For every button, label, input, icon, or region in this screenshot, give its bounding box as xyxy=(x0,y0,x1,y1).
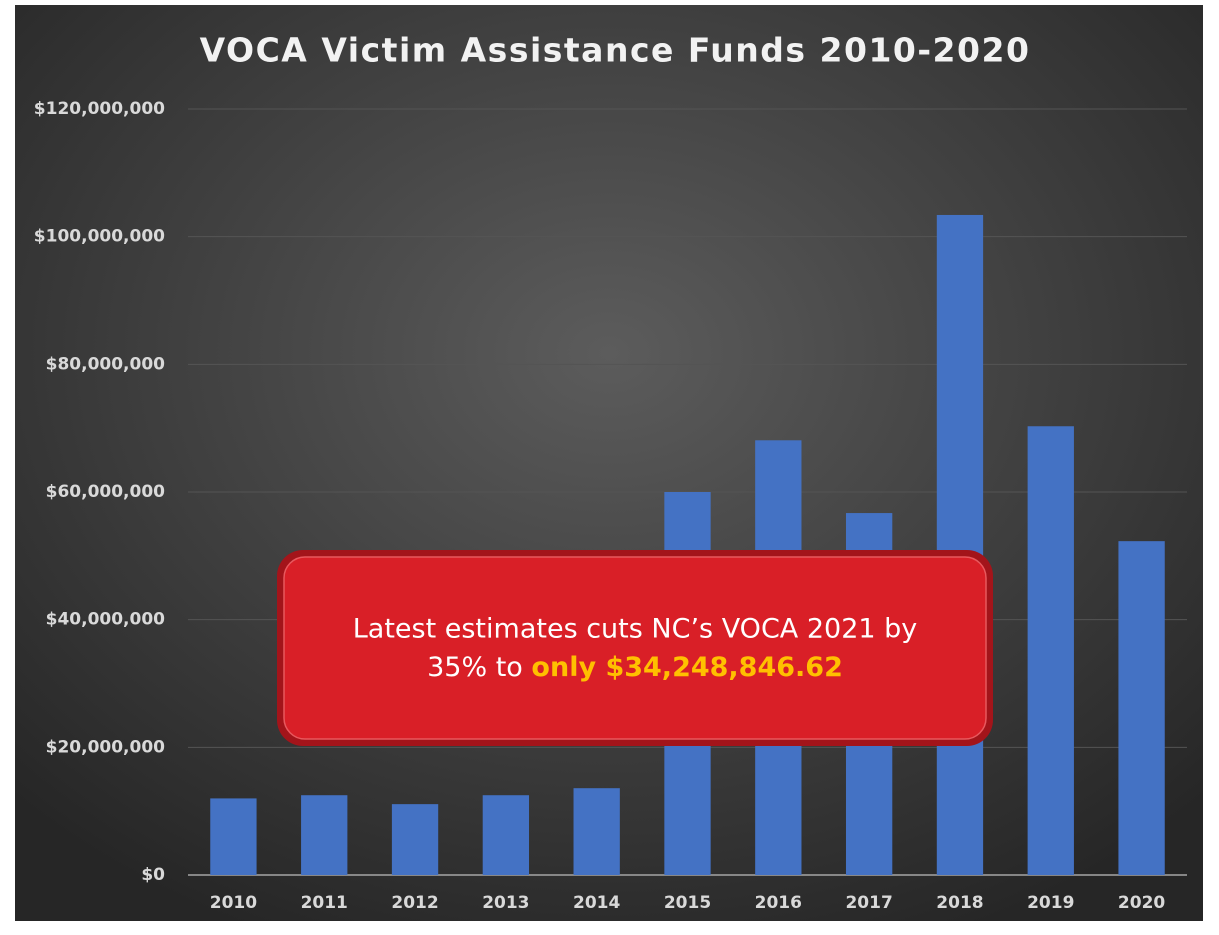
callout-text: 35% to xyxy=(427,652,531,683)
x-tick-label: 2013 xyxy=(482,893,529,913)
bar xyxy=(301,795,348,875)
chart-title: VOCA Victim Assistance Funds 2010-2020 xyxy=(200,31,1031,70)
callout: Latest estimates cuts NC’s VOCA 2021 by … xyxy=(277,550,993,746)
y-tick-label: $80,000,000 xyxy=(46,354,166,374)
bar xyxy=(936,214,984,876)
x-tick-label: 2018 xyxy=(936,893,983,913)
callout-text: 35% to only $34,248,846.62 xyxy=(427,652,843,683)
x-tick-label: 2012 xyxy=(391,893,438,913)
x-tick-label: 2017 xyxy=(845,893,892,913)
x-tick-label: 2011 xyxy=(301,893,348,913)
bar xyxy=(1118,541,1165,875)
bar xyxy=(391,804,439,875)
x-tick-label: 2010 xyxy=(210,893,257,913)
bar xyxy=(482,795,530,875)
bar xyxy=(573,788,620,875)
y-tick-label: $40,000,000 xyxy=(46,610,166,630)
x-tick-label: 2019 xyxy=(1027,893,1074,913)
x-tick-label: 2014 xyxy=(573,893,620,913)
y-tick-label: $0 xyxy=(141,865,165,885)
y-tick-label: $60,000,000 xyxy=(46,482,166,502)
x-tick-label: 2015 xyxy=(664,893,711,913)
x-tick-label: 2020 xyxy=(1118,893,1165,913)
y-tick-label: $20,000,000 xyxy=(46,737,166,757)
x-tick-label: 2016 xyxy=(755,893,802,913)
bar xyxy=(210,798,257,875)
y-tick-label: $120,000,000 xyxy=(34,99,165,119)
callout-text: Latest estimates cuts NC’s VOCA 2021 by xyxy=(353,614,918,645)
callout-highlight: only $34,248,846.62 xyxy=(531,652,842,683)
chart-background xyxy=(15,5,1203,921)
bar xyxy=(1027,426,1074,875)
y-tick-label: $100,000,000 xyxy=(34,227,165,247)
callout-box xyxy=(283,556,987,740)
